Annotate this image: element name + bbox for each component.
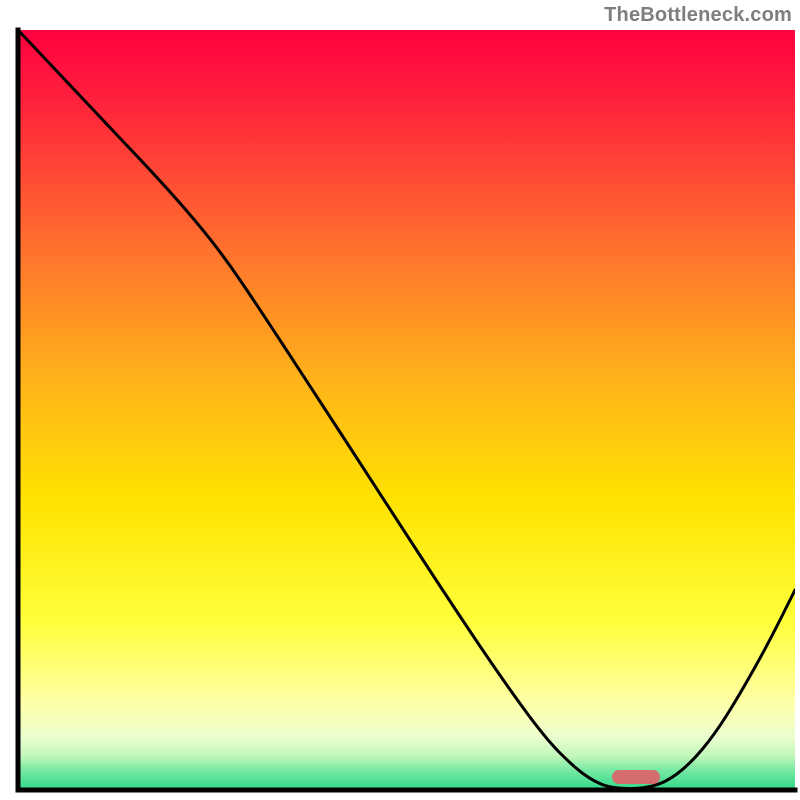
- chart-container: TheBottleneck.com: [0, 0, 800, 800]
- gradient-background: [18, 30, 795, 790]
- bottleneck-chart: [0, 0, 800, 800]
- optimal-marker: [612, 770, 660, 784]
- watermark-text: TheBottleneck.com: [604, 4, 792, 27]
